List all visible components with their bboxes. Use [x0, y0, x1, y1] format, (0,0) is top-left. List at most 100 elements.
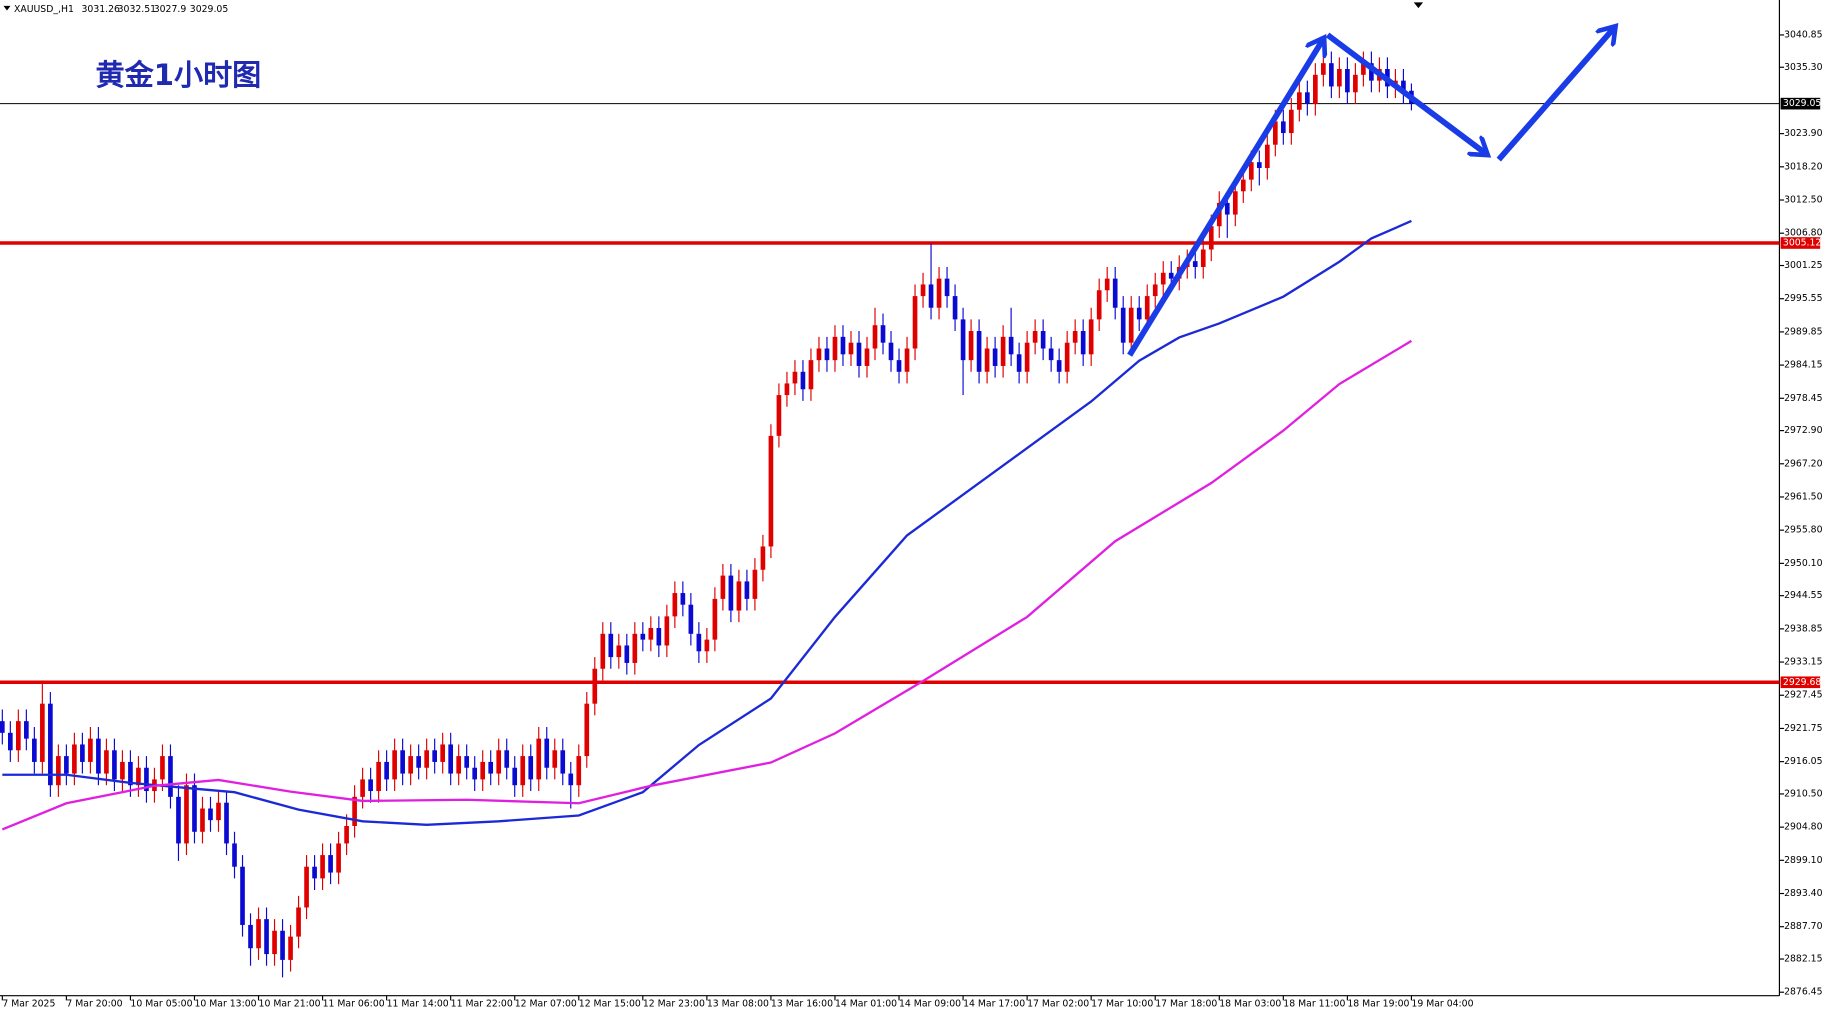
candle-body — [496, 750, 502, 774]
y-tick-label: 2989.85 — [1784, 326, 1823, 337]
candle-body — [560, 750, 566, 774]
candle-body — [672, 593, 678, 617]
candle-body — [360, 779, 365, 797]
candle-body — [928, 284, 934, 308]
candle-body — [1280, 121, 1286, 134]
candle-body — [504, 750, 510, 768]
candle-body — [456, 756, 462, 774]
candle-body — [1208, 226, 1214, 250]
candle-body — [328, 855, 333, 873]
candle-body — [272, 930, 277, 955]
candle-body — [1200, 249, 1206, 267]
y-tick-label: 2916.05 — [1784, 756, 1823, 767]
x-tick-label: 14 Mar 17:00 — [963, 998, 1025, 1009]
candle-body — [488, 761, 494, 774]
candle-body — [280, 930, 285, 960]
candle-body — [16, 721, 21, 751]
candle-body — [824, 348, 830, 361]
candle-body — [976, 331, 982, 372]
candle-body — [912, 296, 918, 349]
candle-body — [184, 785, 189, 844]
candle-body — [1297, 92, 1302, 110]
candle-body — [1024, 342, 1030, 372]
candle-body — [264, 919, 269, 955]
candle-body — [56, 756, 61, 786]
candle-body — [536, 738, 542, 780]
candle-body — [376, 761, 381, 792]
candle-body — [520, 756, 526, 786]
candle-body — [744, 581, 750, 599]
candle-body — [144, 767, 149, 792]
y-tick-label: 2910.50 — [1784, 788, 1823, 799]
candle-body — [1248, 162, 1254, 180]
y-tick-label: 2944.55 — [1784, 590, 1823, 601]
candle-body — [1080, 331, 1086, 355]
candle-body — [304, 866, 309, 908]
candle-body — [1088, 319, 1094, 355]
candle-body — [416, 756, 421, 768]
candle-body — [64, 756, 69, 774]
x-tick-label: 18 Mar 11:00 — [1283, 998, 1345, 1009]
candle-body — [896, 360, 902, 372]
y-tick-label: 2961.50 — [1784, 491, 1823, 502]
x-tick-label: 17 Mar 02:00 — [1027, 998, 1089, 1009]
candle-body — [0, 721, 5, 733]
candle-body — [856, 342, 862, 366]
candle-body — [88, 738, 93, 762]
candle-body — [616, 645, 622, 658]
price-label: 2929.68 — [1783, 677, 1822, 688]
candle-body — [48, 703, 53, 786]
x-tick-label: 17 Mar 18:00 — [1155, 998, 1217, 1009]
candle-body — [464, 756, 470, 768]
x-tick-label: 7 Mar 20:00 — [66, 998, 122, 1009]
candle-body — [1192, 261, 1198, 267]
candle-body — [1256, 162, 1262, 168]
candle-body — [936, 278, 942, 308]
candle-body — [80, 744, 85, 762]
y-tick-label: 3018.20 — [1784, 161, 1823, 172]
candle-body — [96, 738, 101, 774]
candle-body — [472, 767, 478, 780]
candle-body — [1072, 331, 1078, 343]
candle-body — [232, 843, 237, 867]
candle-body — [1321, 63, 1326, 75]
candle-body — [408, 756, 413, 774]
candle-body — [288, 936, 293, 960]
y-tick-label: 2938.85 — [1784, 623, 1823, 634]
candle-body — [888, 342, 894, 361]
y-tick-label: 2950.10 — [1784, 558, 1823, 569]
arrows — [1127, 28, 1614, 357]
candle-body — [752, 569, 758, 599]
x-tick-label: 11 Mar 22:00 — [451, 998, 513, 1009]
y-tick-label: 2927.45 — [1784, 690, 1823, 701]
price-label: 3029.05 — [1783, 98, 1822, 109]
x-tick-label: 10 Mar 13:00 — [194, 998, 256, 1009]
candle-body — [248, 924, 253, 949]
y-tick-label: 2887.70 — [1784, 921, 1823, 932]
header-open: 3031.26 — [82, 4, 121, 15]
x-tick-label: 18 Mar 03:00 — [1219, 998, 1281, 1009]
arrow — [1325, 32, 1486, 154]
candle-body — [760, 546, 766, 570]
candle-body — [1104, 278, 1110, 291]
y-tick-label: 3012.50 — [1784, 195, 1823, 206]
x-tick-label: 12 Mar 07:00 — [515, 998, 577, 1009]
candle-body — [600, 633, 606, 669]
price-label-bg — [1780, 676, 1821, 689]
arrow — [1127, 40, 1323, 357]
candle-body — [1112, 278, 1118, 308]
candle-body — [1313, 74, 1318, 104]
candle-body — [576, 756, 582, 786]
y-tick-label: 2972.90 — [1784, 425, 1823, 436]
candle-body — [1016, 354, 1022, 372]
y-tick-label: 3023.90 — [1784, 128, 1823, 139]
candle-body — [312, 866, 317, 879]
candle-body — [128, 761, 133, 786]
candle-body — [1152, 284, 1158, 297]
candle-body — [880, 325, 886, 343]
candle-body — [1240, 179, 1246, 192]
candle-body — [800, 371, 806, 390]
x-tick-label: 14 Mar 09:00 — [899, 998, 961, 1009]
candle-body — [392, 750, 397, 780]
candle-body — [240, 866, 245, 925]
